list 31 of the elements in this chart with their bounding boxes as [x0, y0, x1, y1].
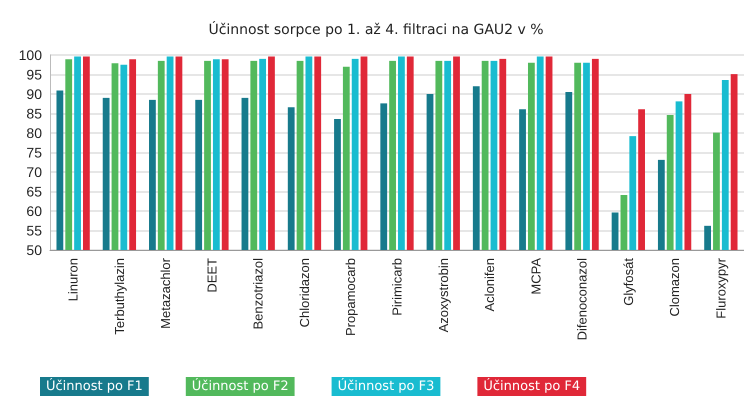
- x-tick-label: DEET: [204, 258, 220, 293]
- y-tick-label: 60: [26, 203, 42, 219]
- x-tick-label: Linuron: [66, 258, 81, 302]
- y-tick-label: 90: [26, 86, 42, 102]
- y-tick-label: 65: [26, 184, 42, 200]
- x-tick-label: Azoxystrobin: [436, 258, 451, 332]
- y-tick-label: 80: [26, 125, 42, 141]
- chart-title: Účinnost sorpce po 1. až 4. filtraci na GAU2 v %: [208, 21, 544, 38]
- y-tick-label: 55: [26, 222, 42, 238]
- x-tick-label: Glyfosát: [620, 258, 636, 306]
- x-tick-label: Difenoconazol: [574, 258, 590, 340]
- x-tick-label: Clomazon: [667, 258, 682, 317]
- x-tick-label: Terbuthylazin: [112, 258, 127, 335]
- y-tick-label: 75: [26, 144, 42, 160]
- y-tick-label: 100: [18, 47, 42, 63]
- text: Účinnost po F1: [46, 377, 143, 394]
- x-tick-label: Pirimicarb: [390, 258, 404, 316]
- y-tick-label: 70: [26, 164, 42, 180]
- y-tick-label: 95: [26, 66, 42, 82]
- y-tick-label: 85: [26, 106, 42, 122]
- y-tick-label: 50: [26, 242, 42, 258]
- x-tick-label: MCPA: [528, 258, 544, 295]
- x-tick-label: Metazachlor: [158, 257, 174, 329]
- x-tick-label: Fluroxypyr: [713, 257, 728, 319]
- x-tick-label: Propamocarb: [343, 258, 358, 336]
- text: Účinnost po F3: [338, 377, 434, 394]
- x-tick-label: Aclonifen: [482, 258, 498, 312]
- text: Účinnost po F2: [192, 377, 289, 394]
- x-tick-label: Chloridazon: [296, 258, 312, 328]
- x-tick-label: Benzotriazol: [250, 258, 266, 330]
- text: Účinnost po F4: [483, 377, 580, 394]
